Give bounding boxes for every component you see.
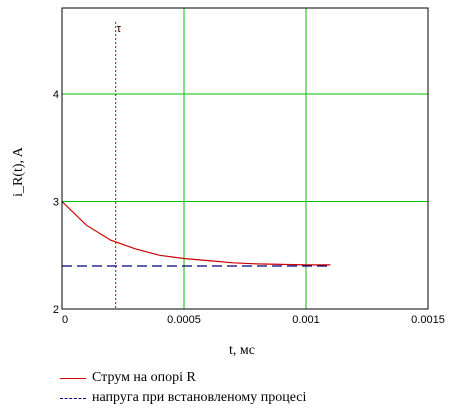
x-axis-label: t, мс: [229, 343, 255, 358]
legend-label-current: Струм на опорі R: [92, 370, 196, 385]
legend: Струм на опорі R напруга при встановлено…: [60, 368, 306, 408]
tick-labels: 0 0.0005 0.001 0.0015 2 3 4: [53, 89, 445, 326]
y-axis-label: i_R(t), A: [11, 146, 26, 197]
x-tick-label: 0.0015: [411, 314, 445, 326]
y-tick-label: 3: [53, 197, 59, 209]
legend-item-current: Струм на опорі R: [60, 368, 306, 388]
legend-label-steady: напруга при встановленому процесі: [92, 390, 307, 405]
series-current-line: [61, 201, 331, 266]
tau-marker-label: τ: [117, 23, 122, 35]
legend-item-steady: напруга при встановленому процесі: [60, 388, 306, 408]
y-tick-label: 4: [53, 89, 59, 101]
marker-layer: τ: [115, 22, 122, 309]
series-layer: [61, 201, 331, 267]
x-tick-label: 0.001: [292, 314, 320, 326]
legend-swatch-current: [60, 377, 86, 379]
legend-swatch-steady: [60, 397, 86, 399]
plot-frame: [61, 7, 429, 310]
y-tick-label: 2: [53, 304, 59, 316]
x-tick-label: 0: [62, 314, 68, 326]
x-tick-label: 0.0005: [167, 314, 201, 326]
